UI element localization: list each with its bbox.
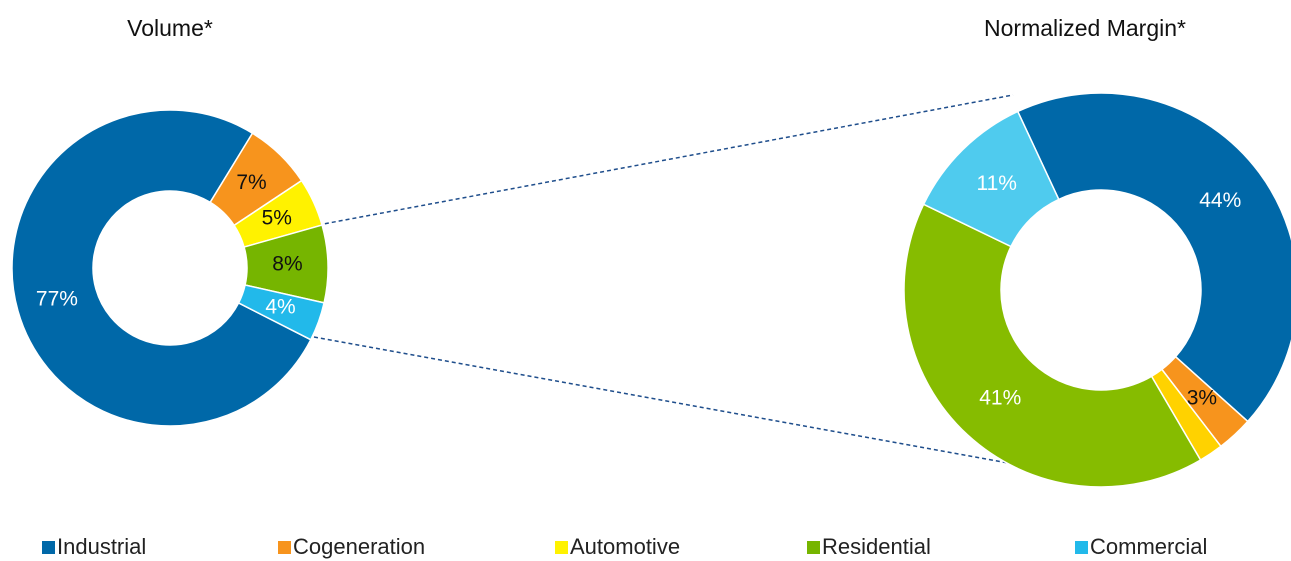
data-label: 41% bbox=[979, 387, 1021, 410]
donut-slice bbox=[237, 284, 326, 341]
data-label: 3% bbox=[1187, 386, 1217, 409]
legend-swatch bbox=[42, 541, 55, 554]
donut-slice bbox=[922, 110, 1060, 248]
legend-swatch bbox=[807, 541, 820, 554]
legend-swatch bbox=[555, 541, 568, 554]
legend-label: Industrial bbox=[57, 534, 146, 559]
legend-label: Cogeneration bbox=[293, 534, 425, 559]
legend-swatch bbox=[1075, 541, 1088, 554]
legend-swatch bbox=[278, 541, 291, 554]
data-label: 11% bbox=[976, 172, 1016, 195]
chart-title: Normalized Margin* bbox=[984, 15, 1186, 41]
data-label: 5% bbox=[262, 206, 292, 229]
legend-label: Commercial bbox=[1090, 534, 1207, 559]
connector-line bbox=[313, 336, 1009, 464]
chart-title: Volume* bbox=[127, 15, 213, 41]
data-label: 44% bbox=[1199, 189, 1241, 212]
data-label: 4% bbox=[265, 295, 295, 318]
connector-line bbox=[317, 94, 1014, 226]
legend-label: Automotive bbox=[570, 534, 680, 559]
donut-slice bbox=[11, 109, 312, 427]
donut-slice bbox=[903, 203, 1202, 488]
donut-slice bbox=[1016, 92, 1291, 423]
data-label: 7% bbox=[236, 171, 266, 194]
data-label: 77% bbox=[36, 287, 78, 310]
legend-label: Residential bbox=[822, 534, 931, 559]
data-label: 8% bbox=[272, 252, 302, 275]
